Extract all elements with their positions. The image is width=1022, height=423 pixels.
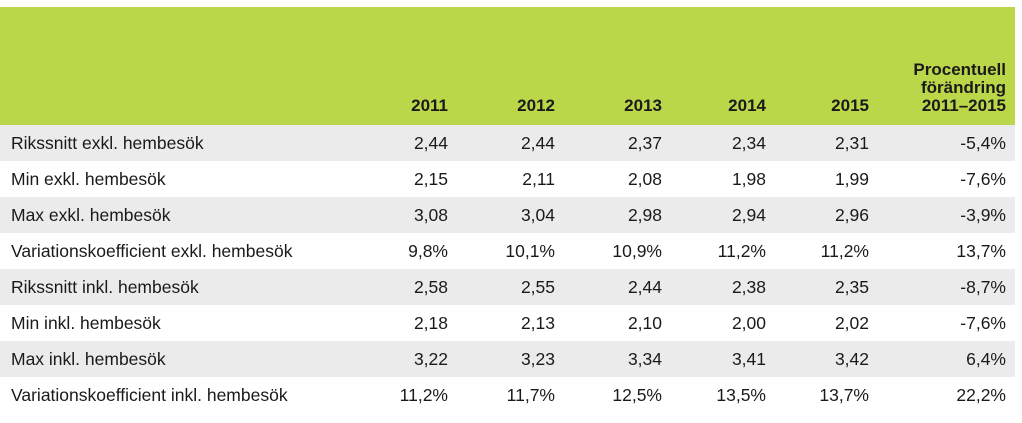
header-year-2011: 2011 xyxy=(411,96,448,115)
cell-y2015: 2,31 xyxy=(834,132,869,153)
cell-y2013: 2,37 xyxy=(627,132,662,153)
cell-label: Rikssnitt inkl. hembesök xyxy=(11,276,199,297)
cell-label: Min exkl. hembesök xyxy=(11,168,166,189)
table-row: Min inkl. hembesök 2,18 2,13 2,10 2,00 2,02 -7… xyxy=(0,305,1015,341)
table-row: Variationskoefficient exkl. hembesök 9,8%… xyxy=(0,233,1015,269)
table-row: Max inkl. hembesök 3,22 3,23 3,34 3,41 3,42 6,… xyxy=(0,341,1015,377)
header-percent-change: Procentuell förändring 2011–2015 xyxy=(869,7,1015,125)
cell-y2011: 3,22 xyxy=(413,348,448,369)
cell-y2012: 3,04 xyxy=(520,204,555,225)
cell-y2013: 10,9% xyxy=(612,240,662,261)
cell-y2011: 2,18 xyxy=(413,312,448,333)
cell-y2013: 2,08 xyxy=(627,168,662,189)
cell-change: -7,6% xyxy=(960,312,1006,333)
header-row: 2011 2012 2013 2014 2015 Procentuell för… xyxy=(0,7,1015,125)
cell-y2013: 2,44 xyxy=(627,276,662,297)
cell-label: Min inkl. hembesök xyxy=(11,312,161,333)
header-percent-change-line3: 2011–2015 xyxy=(921,96,1006,115)
cell-y2012: 11,7% xyxy=(506,384,555,405)
cell-change: -8,7% xyxy=(960,276,1006,297)
cell-y2011: 2,15 xyxy=(413,168,448,189)
cell-y2013: 2,98 xyxy=(627,204,662,225)
cell-y2012: 2,11 xyxy=(522,168,555,189)
cell-y2012: 2,55 xyxy=(520,276,555,297)
cell-change: -3,9% xyxy=(960,204,1006,225)
table-row: Variationskoefficient inkl. hembesök 11,2… xyxy=(0,377,1015,413)
cell-y2015: 2,35 xyxy=(834,276,869,297)
header-label-col xyxy=(0,7,356,125)
cell-y2012: 3,23 xyxy=(520,348,555,369)
cell-y2014: 3,41 xyxy=(731,348,766,369)
cell-y2015: 1,99 xyxy=(834,168,869,189)
cell-change: 22,2% xyxy=(956,384,1006,405)
cell-y2011: 2,58 xyxy=(413,276,448,297)
cell-label: Variationskoefficient inkl. hembesök xyxy=(11,384,288,405)
cell-label: Max inkl. hembesök xyxy=(11,348,166,369)
cell-y2015: 2,96 xyxy=(834,204,869,225)
table-body: Rikssnitt exkl. hembesök 2,44 2,44 2,37 2,34… xyxy=(0,125,1015,413)
header-year-2014: 2014 xyxy=(728,96,766,115)
cell-y2013: 2,10 xyxy=(627,312,662,333)
cell-y2015: 11,2% xyxy=(820,240,869,261)
cell-y2011: 3,08 xyxy=(413,204,448,225)
table-row: Min exkl. hembesök 2,15 2,11 2,08 1,98 1,99 -7… xyxy=(0,161,1015,197)
header-percent-change-line1: Procentuell xyxy=(913,60,1006,79)
cell-change: -5,4% xyxy=(960,132,1006,153)
cell-y2014: 11,2% xyxy=(717,240,766,261)
cell-y2014: 2,00 xyxy=(731,312,766,333)
table-row: Rikssnitt exkl. hembesök 2,44 2,44 2,37 2,34… xyxy=(0,125,1015,161)
cell-change: 6,4% xyxy=(966,348,1006,369)
table-row: Max exkl. hembesök 3,08 3,04 2,98 2,94 2,96 -3… xyxy=(0,197,1015,233)
cell-y2014: 2,38 xyxy=(731,276,766,297)
cell-label: Variationskoefficient exkl. hembesök xyxy=(11,240,293,261)
cell-y2015: 3,42 xyxy=(834,348,869,369)
cell-y2011: 2,44 xyxy=(413,132,448,153)
cell-y2013: 12,5% xyxy=(612,384,662,405)
statistics-table: 2011 2012 2013 2014 2015 Procentuell för… xyxy=(0,7,1015,413)
cell-y2012: 2,13 xyxy=(520,312,555,333)
table-header: 2011 2012 2013 2014 2015 Procentuell för… xyxy=(0,7,1015,125)
cell-y2012: 10,1% xyxy=(505,240,555,261)
cell-change: 13,7% xyxy=(956,240,1006,261)
cell-y2014: 2,34 xyxy=(731,132,766,153)
header-year-2012: 2012 xyxy=(517,96,555,115)
cell-y2014: 1,98 xyxy=(731,168,766,189)
cell-y2013: 3,34 xyxy=(627,348,662,369)
header-percent-change-line2: förändring xyxy=(921,78,1006,97)
cell-y2014: 2,94 xyxy=(731,204,766,225)
cell-change: -7,6% xyxy=(960,168,1006,189)
table-row: Rikssnitt inkl. hembesök 2,58 2,55 2,44 2,38… xyxy=(0,269,1015,305)
cell-label: Rikssnitt exkl. hembesök xyxy=(11,132,204,153)
cell-label: Max exkl. hembesök xyxy=(11,204,171,225)
header-year-2015: 2015 xyxy=(831,96,869,115)
cell-y2011: 11,2% xyxy=(399,384,448,405)
cell-y2015: 13,7% xyxy=(819,384,869,405)
cell-y2015: 2,02 xyxy=(834,312,869,333)
cell-y2014: 13,5% xyxy=(716,384,766,405)
header-year-2013: 2013 xyxy=(624,96,662,115)
cell-y2011: 9,8% xyxy=(408,240,448,261)
cell-y2012: 2,44 xyxy=(520,132,555,153)
